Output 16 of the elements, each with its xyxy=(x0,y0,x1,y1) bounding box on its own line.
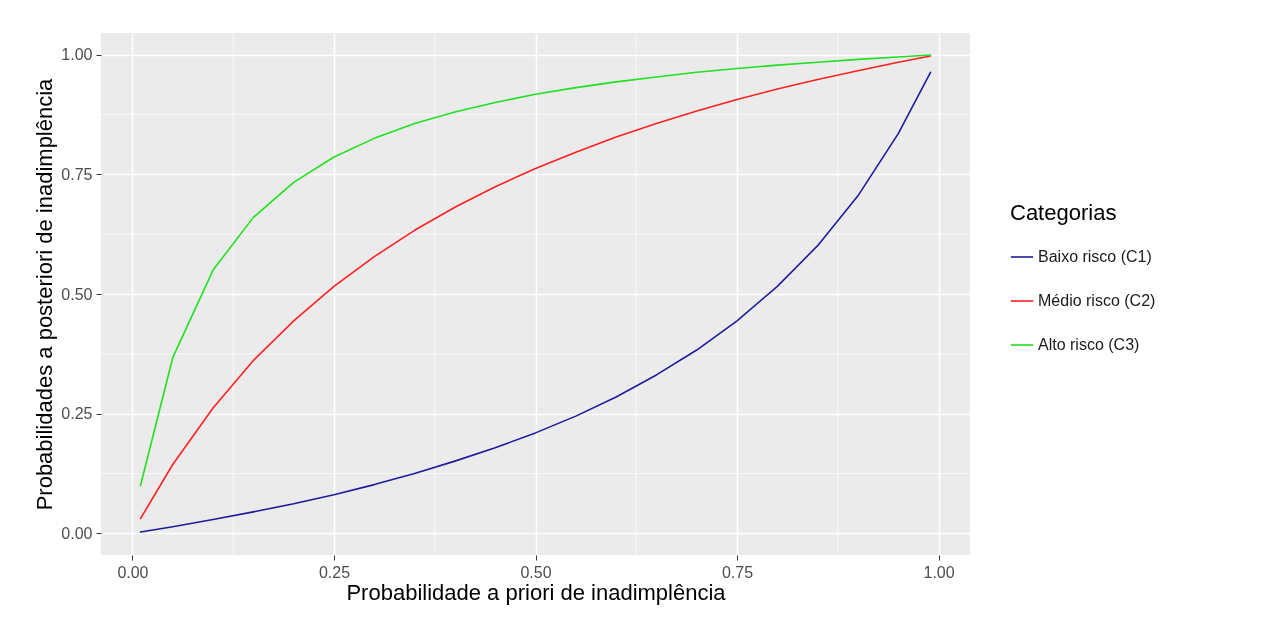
y-tick-label: 1.00 xyxy=(61,46,93,64)
y-tick-label: 0.25 xyxy=(61,405,93,423)
y-tick-label: 0.00 xyxy=(61,524,93,542)
legend-label: Alto risco (C3) xyxy=(1038,336,1140,353)
legend-title: Categorias xyxy=(1010,200,1117,225)
x-tick-label: 1.00 xyxy=(923,563,955,581)
x-tick-label: 0.25 xyxy=(318,563,351,581)
legend-label: Baixo risco (C1) xyxy=(1038,248,1152,265)
y-tick-label: 0.75 xyxy=(61,165,93,183)
legend-label: Médio risco (C2) xyxy=(1038,292,1156,309)
y-axis-title: Probabilidades a posteriori de inadimplência xyxy=(32,77,58,511)
x-tick-label: 0.00 xyxy=(117,563,149,581)
x-tick-label: 0.50 xyxy=(520,563,552,581)
x-tick-label: 0.75 xyxy=(721,563,754,581)
y-tick-label: 0.50 xyxy=(61,285,93,303)
x-axis-title: Probabilidade a priori de inadimplência xyxy=(346,579,727,605)
